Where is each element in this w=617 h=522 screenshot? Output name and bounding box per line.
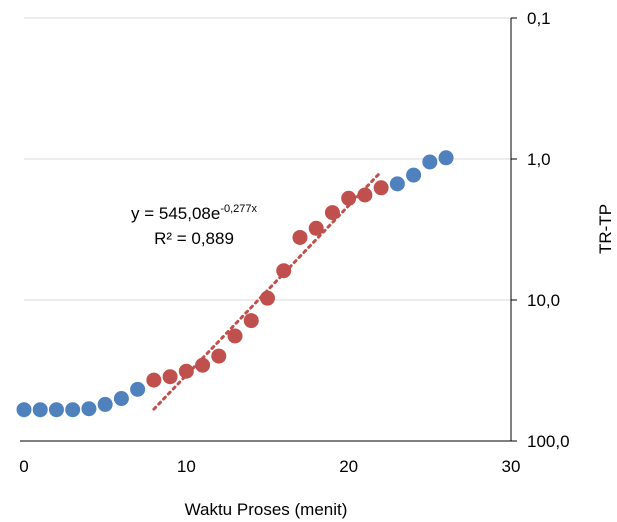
data-points xyxy=(16,150,454,418)
data-point-s1-0 xyxy=(146,372,162,388)
data-point-s1-13 xyxy=(357,187,373,203)
data-point-s1-2 xyxy=(178,363,194,379)
x-tick-label-1: 10 xyxy=(177,457,196,476)
x-tick-label-3: 30 xyxy=(502,457,521,476)
y-tick-label-2: 10,0 xyxy=(527,291,560,310)
equation-exponent: -0,277x xyxy=(220,203,257,215)
data-point-s1-6 xyxy=(243,313,259,329)
data-point-s1-5 xyxy=(227,328,243,344)
data-point-s1-12 xyxy=(341,190,357,206)
data-point-s1-4 xyxy=(211,348,227,364)
x-axis-title: Waktu Proses (menit) xyxy=(185,500,348,519)
data-point-s1-3 xyxy=(195,357,211,373)
data-point-s0-1 xyxy=(32,402,48,418)
data-point-s1-11 xyxy=(324,205,340,221)
data-point-s1-14 xyxy=(373,180,389,196)
x-tick-label-0: 0 xyxy=(19,457,28,476)
data-point-s1-8 xyxy=(276,263,292,279)
tick-labels: 0,1 1,0 10,0 100,0 0 10 20 30 xyxy=(19,9,569,476)
equation-main: y = 545,08e xyxy=(131,204,220,223)
data-point-s0-11 xyxy=(438,150,454,166)
data-point-s0-8 xyxy=(389,176,405,192)
r-squared-label: R² = 0,889 xyxy=(154,229,234,248)
data-point-s0-9 xyxy=(406,167,422,183)
data-point-s1-1 xyxy=(162,369,178,385)
data-point-s0-7 xyxy=(130,381,146,397)
x-tick-label-2: 20 xyxy=(339,457,358,476)
data-point-s1-9 xyxy=(292,229,308,245)
gridlines xyxy=(24,17,511,301)
data-point-s1-7 xyxy=(260,290,275,306)
trendline-equation: y = 545,08e-0,277x xyxy=(131,203,258,223)
y-axis-title: TR-TP xyxy=(596,204,615,254)
data-point-s0-5 xyxy=(97,396,113,412)
data-point-s1-10 xyxy=(308,220,324,236)
data-point-s0-6 xyxy=(113,391,129,407)
data-point-s0-10 xyxy=(422,154,438,170)
y-tick-label-0: 0,1 xyxy=(527,9,551,28)
y-tick-label-3: 100,0 xyxy=(527,432,570,451)
data-point-s0-2 xyxy=(48,402,64,418)
data-point-s0-0 xyxy=(16,402,32,418)
y-tick-label-1: 1,0 xyxy=(527,150,551,169)
axes xyxy=(20,17,517,442)
data-point-s0-4 xyxy=(81,401,97,417)
data-point-s0-3 xyxy=(65,402,81,418)
